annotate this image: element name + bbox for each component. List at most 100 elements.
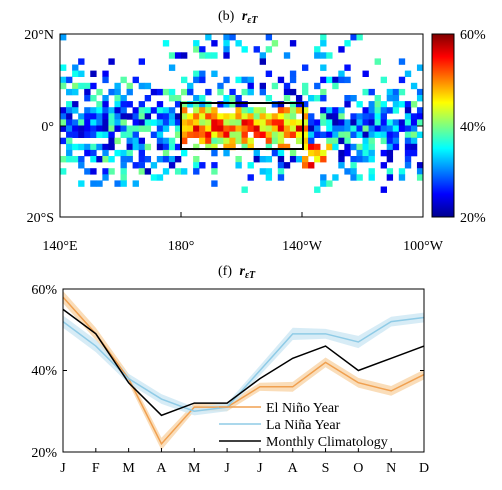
heatmap-cell xyxy=(392,95,400,102)
heatmap-cell xyxy=(78,82,85,90)
heatmap-cell xyxy=(72,107,79,114)
heatmap-cell xyxy=(108,131,115,138)
line-ytick-40: 40% xyxy=(31,364,57,379)
heatmap-cell xyxy=(223,137,230,145)
heatmap-cell xyxy=(247,174,254,181)
heatmap-cell xyxy=(102,125,109,132)
heatmap-cell xyxy=(332,131,339,138)
heatmap-cell xyxy=(187,113,194,120)
heatmap-cell xyxy=(398,76,406,84)
heatmap-cell xyxy=(308,149,315,157)
heatmap-cell xyxy=(380,149,387,157)
heatmap-cell xyxy=(108,125,115,132)
heatmap-cell xyxy=(259,52,266,59)
heatmap-cell xyxy=(181,119,188,126)
heatmap-cell xyxy=(199,137,206,145)
heatmap-cell xyxy=(410,82,418,90)
heatmap-cell xyxy=(205,113,212,120)
heatmap-cell xyxy=(132,143,139,151)
heatmap-cell xyxy=(283,119,291,126)
heatmap-cell xyxy=(386,156,394,163)
heatmap-cell xyxy=(320,40,327,47)
heatmap-cell xyxy=(235,113,242,120)
heatmap-cell xyxy=(271,119,279,126)
heatmap-cell xyxy=(229,113,236,120)
heatmap-cell xyxy=(289,156,297,163)
heatmap-cell xyxy=(392,131,400,138)
heatmap-cell xyxy=(259,131,266,138)
heatmap-cell xyxy=(229,137,236,145)
heatmap-cell xyxy=(368,119,375,126)
heatmap-cell xyxy=(356,125,363,132)
heatmap-cell xyxy=(72,101,79,108)
month-label: N xyxy=(386,461,396,476)
heatmap-cell xyxy=(132,125,139,132)
heatmap-cell xyxy=(404,125,412,132)
heatmap-cell xyxy=(223,149,230,157)
heatmap-cell xyxy=(416,95,424,102)
heatmap-cell xyxy=(217,113,224,120)
heatmap-cell xyxy=(126,82,133,90)
heatmap-cell xyxy=(344,64,351,71)
heatmap-cell xyxy=(114,119,121,126)
heatmap-cell xyxy=(320,76,327,84)
heatmap-cell xyxy=(217,101,224,108)
heatmap-cell xyxy=(66,107,73,114)
heatmap-cell xyxy=(144,143,152,151)
heatmap-cell xyxy=(380,101,387,108)
heatmap-cell xyxy=(102,95,109,102)
heatmap-cell xyxy=(265,70,273,77)
map-ytick-20s: 20°S xyxy=(27,211,54,226)
heatmap-cell xyxy=(326,131,333,138)
heatmap-cell xyxy=(60,34,67,41)
heatmap-cell xyxy=(308,95,315,102)
heatmap-cell xyxy=(60,125,67,132)
heatmap-cell xyxy=(374,95,381,102)
heatmap-cell xyxy=(144,168,152,175)
heatmap-cell xyxy=(404,143,412,151)
heatmap-cell xyxy=(259,107,266,114)
heatmap-cell xyxy=(114,113,121,120)
heatmap-cell xyxy=(374,119,381,126)
heatmap-cell xyxy=(277,119,285,126)
heatmap-cell xyxy=(132,76,139,84)
heatmap-cell xyxy=(126,143,133,151)
heatmap-cell xyxy=(356,34,363,41)
heatmap-cell xyxy=(60,156,67,163)
heatmap-cell xyxy=(229,101,236,108)
heatmap-cell xyxy=(380,119,387,126)
heatmap-cell xyxy=(289,70,297,77)
heatmap-cell xyxy=(350,34,357,41)
panel-f: (f) rεT 60% 40% 20% J F M A M J J A S O N D El Niño… xyxy=(31,264,429,476)
heatmap-cell xyxy=(187,119,194,126)
heatmap-cell xyxy=(90,180,97,187)
heatmap-cell xyxy=(193,107,200,114)
heatmap-cell xyxy=(193,125,200,132)
month-label: J xyxy=(224,461,230,476)
heatmap-cell xyxy=(332,76,339,84)
heatmap-cell xyxy=(174,95,182,102)
heatmap-cell xyxy=(289,131,297,138)
heatmap-cell xyxy=(156,107,164,114)
heatmap-cell xyxy=(326,52,333,59)
heatmap-cell xyxy=(320,180,327,187)
heatmap-cell xyxy=(126,101,133,108)
heatmap-cell xyxy=(277,137,285,145)
heatmap-cell xyxy=(410,131,418,138)
line-ytick-20: 20% xyxy=(31,446,57,461)
heatmap-cell xyxy=(308,125,315,132)
heatmap-cell xyxy=(211,40,218,47)
heatmap-cell xyxy=(302,131,309,138)
heatmap-cell xyxy=(181,125,188,132)
heatmap-cell xyxy=(253,149,260,157)
heatmap-cell xyxy=(60,168,67,175)
heatmap-cell xyxy=(138,143,145,151)
heatmap-cell xyxy=(181,137,188,145)
heatmap-cell xyxy=(410,143,418,151)
heatmap-cell xyxy=(271,101,279,108)
heatmap-cell xyxy=(156,143,164,151)
heatmap-cell xyxy=(120,168,127,175)
heatmap-cell xyxy=(199,70,206,77)
heatmap-cell xyxy=(416,131,424,138)
heatmap-cell xyxy=(332,143,339,151)
